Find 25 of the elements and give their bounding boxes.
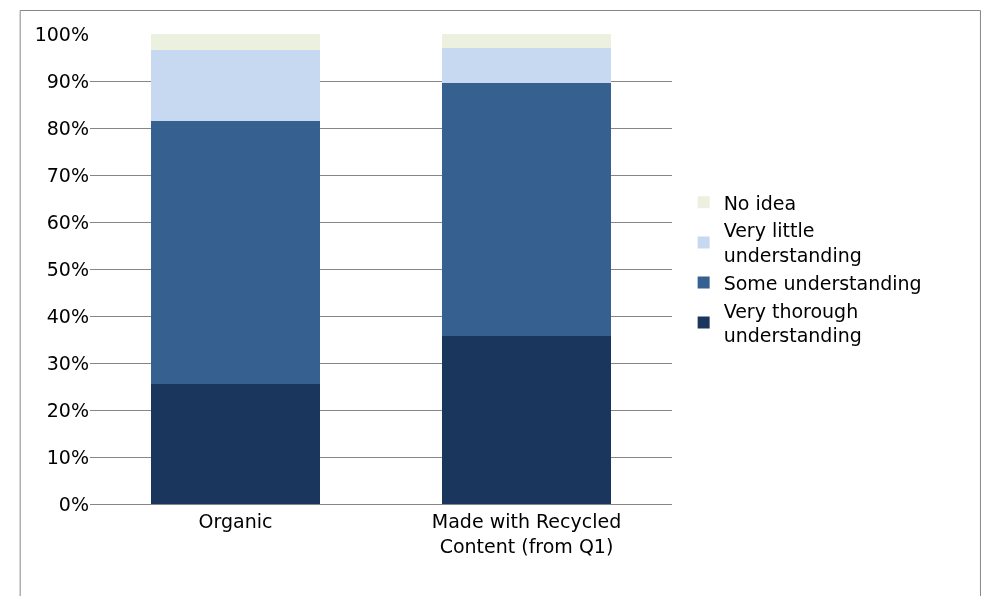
legend-label: Very little understanding [723,219,862,267]
y-tick-label: 90% [46,69,89,92]
bar [151,34,320,51]
y-tick-label: 0% [58,492,89,515]
x-tick-label: Made with Recycled Content (from Q1) [431,509,622,557]
y-tick-label: 40% [46,304,89,327]
y-tick-label: 100% [34,22,89,45]
legend-label: Very thorough understanding [723,299,862,347]
y-tick-label: 70% [46,163,89,186]
y-tick-label: 80% [46,116,89,139]
legend-label: No idea [723,191,797,214]
bar [442,83,611,336]
bar [151,120,320,385]
y-tick-label: 50% [46,257,89,280]
y-tick-label: 60% [46,210,89,233]
y-tick-label: 20% [46,398,89,421]
x-tick-label: Organic [198,509,273,532]
y-tick-label: 30% [46,351,89,374]
bar [151,50,320,121]
legend-label: Some understanding [723,271,922,294]
bar [442,48,611,84]
y-tick-label: 10% [46,445,89,468]
bar [151,384,320,504]
bar [442,335,611,504]
bar [442,34,611,49]
